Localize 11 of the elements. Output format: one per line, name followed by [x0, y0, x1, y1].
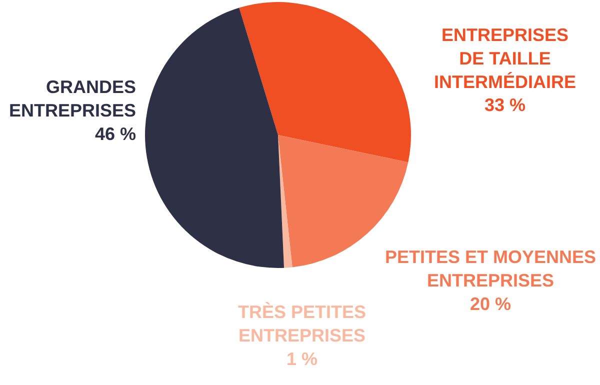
slice-label: PETITES ET MOYENNES ENTREPRISES [385, 247, 596, 290]
pie-slice [278, 135, 292, 268]
pie-slice [145, 8, 284, 268]
slice-label: GRANDES ENTREPRISES [9, 77, 136, 120]
data-label: 33 % [484, 95, 526, 116]
data-label: 46 % [95, 124, 136, 144]
slice-label: ENTREPRISES DE TAILLE INTERMÉDIAIRE [434, 25, 576, 92]
data-label: 1 % [286, 348, 318, 369]
data-label: 20 % [470, 294, 512, 314]
pie-slice [239, 2, 411, 162]
slice-label: TRÈS PETITES ENTREPRISES [238, 302, 366, 346]
